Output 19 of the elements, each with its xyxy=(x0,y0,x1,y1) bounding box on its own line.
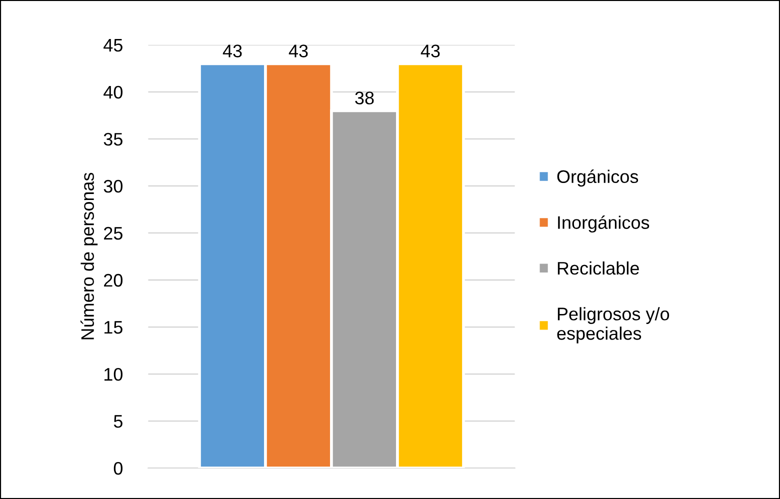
legend-label: Peligrosos y/o especiales xyxy=(557,307,670,344)
data-label: 43 xyxy=(420,44,440,58)
y-tick-label: 20 xyxy=(104,274,122,287)
y-tick-label: 30 xyxy=(104,180,122,193)
y-tick-label: 25 xyxy=(104,226,122,240)
data-label: 43 xyxy=(222,44,242,58)
y-tick-label: 0 xyxy=(114,462,122,475)
y-tick-label: 15 xyxy=(104,321,122,334)
y-tick-label: 45 xyxy=(104,39,122,52)
legend-label: Reciclable xyxy=(558,261,639,275)
legend-label: Inorgánicos xyxy=(558,215,650,233)
y-tick-label: 35 xyxy=(104,132,122,146)
y-tick-label: 40 xyxy=(104,86,122,99)
y-axis-title: Número de personas xyxy=(80,172,98,340)
legend-label: Orgánicos xyxy=(557,170,638,187)
y-tick-label: 10 xyxy=(104,368,122,381)
data-label: 43 xyxy=(288,44,308,58)
data-label: 38 xyxy=(355,92,374,104)
y-tick-label: 5 xyxy=(114,415,122,428)
